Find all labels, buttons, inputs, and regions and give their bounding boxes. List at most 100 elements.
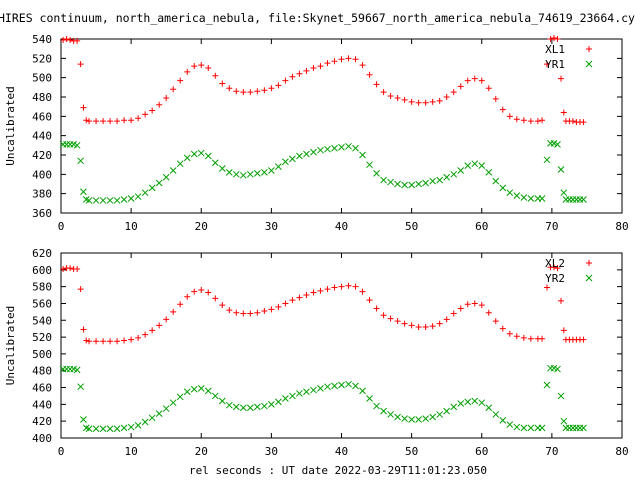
- legend-label: YR1: [545, 58, 565, 71]
- data-point: [471, 75, 478, 82]
- data-point: [557, 392, 565, 400]
- data-point: [261, 169, 268, 176]
- data-point: [373, 170, 380, 177]
- data-point: [198, 287, 205, 293]
- data-point: [67, 36, 74, 43]
- data-point: [527, 118, 534, 125]
- data-point: [310, 148, 317, 156]
- data-point: [73, 141, 81, 149]
- data-point: [218, 397, 226, 405]
- data-point: [543, 61, 550, 68]
- data-point: [99, 197, 107, 204]
- data-point: [513, 116, 520, 123]
- data-point: [324, 60, 331, 67]
- data-point: [520, 194, 528, 201]
- data-point: [429, 98, 436, 105]
- data-point: [408, 181, 415, 189]
- data-point: [289, 297, 296, 304]
- data-point: [422, 99, 429, 106]
- y-tick-label: 540: [32, 314, 52, 327]
- data-point: [506, 189, 514, 197]
- data-point: [204, 152, 212, 160]
- data-point: [246, 404, 254, 412]
- data-point: [100, 338, 107, 345]
- data-point: [190, 150, 198, 158]
- data-point: [554, 265, 561, 272]
- legend-label: XL2: [545, 257, 565, 270]
- data-point: [183, 388, 191, 396]
- data-point: [443, 316, 450, 323]
- data-point: [408, 98, 415, 105]
- data-point: [261, 402, 268, 410]
- data-point: [359, 62, 366, 69]
- data-point: [478, 302, 485, 309]
- data-point: [121, 337, 128, 344]
- data-point: [543, 284, 550, 291]
- data-point: [380, 176, 387, 184]
- data-point: [527, 424, 535, 432]
- data-point: [478, 162, 486, 169]
- data-point: [513, 333, 520, 340]
- data-point: [478, 77, 485, 84]
- data-point: [268, 401, 275, 408]
- data-point: [93, 118, 100, 125]
- data-point: [485, 169, 493, 176]
- data-point: [338, 283, 345, 290]
- chart-panels: 0 10 20 30 40 50 60 70 8036038040042044046048050…: [4, 33, 629, 458]
- data-point: [436, 97, 443, 104]
- x-tick-label: 10: [125, 220, 138, 233]
- data-point: [77, 286, 84, 293]
- data-point: [331, 58, 338, 65]
- x-axis-label: rel seconds : UT date 2022-03-29T11:01:2…: [189, 464, 487, 477]
- data-point: [331, 144, 338, 152]
- y-axis-label: Uncalibrated: [4, 86, 17, 165]
- data-point: [275, 303, 282, 310]
- data-point: [310, 386, 317, 394]
- data-point: [345, 142, 352, 150]
- y-tick-label: 380: [32, 188, 52, 201]
- data-point: [394, 413, 401, 421]
- data-point: [543, 381, 551, 389]
- data-point: [83, 117, 90, 124]
- data-point: [282, 158, 289, 166]
- data-point: [557, 75, 564, 82]
- data-point: [296, 152, 303, 160]
- data-point: [580, 336, 587, 343]
- data-point: [436, 176, 444, 184]
- x-tick-label: 30: [265, 220, 278, 233]
- series-yr2: [59, 364, 587, 433]
- data-point: [539, 335, 546, 342]
- data-point: [457, 400, 465, 407]
- chart-title: HIRES continuum, north_america_nebula, f…: [0, 11, 635, 25]
- y-tick-label: 560: [32, 297, 52, 310]
- data-point: [128, 336, 135, 343]
- data-point: [450, 310, 457, 317]
- data-point: [205, 65, 212, 71]
- data-point: [254, 88, 261, 95]
- data-point: [141, 418, 149, 426]
- data-point: [120, 424, 128, 432]
- data-point: [554, 365, 561, 373]
- data-point: [80, 104, 87, 111]
- data-point: [485, 404, 493, 412]
- data-point: [225, 169, 233, 176]
- y-tick-label: 620: [32, 247, 52, 260]
- series-yr1: [59, 140, 587, 204]
- data-point: [345, 55, 352, 62]
- data-point: [205, 289, 212, 296]
- data-point: [63, 36, 70, 42]
- data-point: [77, 157, 84, 165]
- data-point: [422, 179, 430, 187]
- data-point: [177, 77, 184, 84]
- data-point: [155, 179, 163, 187]
- data-point: [457, 305, 464, 312]
- data-point: [170, 308, 177, 315]
- data-point: [492, 177, 500, 185]
- data-point: [176, 160, 184, 168]
- data-point: [520, 334, 527, 341]
- y-tick-label: 420: [32, 415, 52, 428]
- data-point: [141, 189, 149, 197]
- data-point: [74, 37, 81, 44]
- y-tick-label: 460: [32, 110, 52, 123]
